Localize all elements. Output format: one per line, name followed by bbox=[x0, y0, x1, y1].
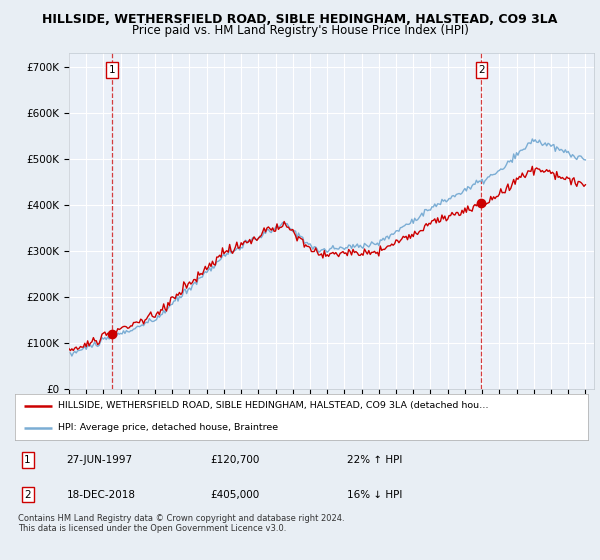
Text: 2: 2 bbox=[24, 490, 31, 500]
Text: £120,700: £120,700 bbox=[210, 455, 259, 465]
Text: 1: 1 bbox=[109, 65, 115, 75]
Text: 22% ↑ HPI: 22% ↑ HPI bbox=[347, 455, 403, 465]
Text: £405,000: £405,000 bbox=[210, 490, 259, 500]
Text: HILLSIDE, WETHERSFIELD ROAD, SIBLE HEDINGHAM, HALSTEAD, CO9 3LA (detached hou…: HILLSIDE, WETHERSFIELD ROAD, SIBLE HEDIN… bbox=[58, 401, 488, 410]
Text: HPI: Average price, detached house, Braintree: HPI: Average price, detached house, Brai… bbox=[58, 423, 278, 432]
Text: 18-DEC-2018: 18-DEC-2018 bbox=[67, 490, 136, 500]
Text: 27-JUN-1997: 27-JUN-1997 bbox=[67, 455, 133, 465]
Text: HILLSIDE, WETHERSFIELD ROAD, SIBLE HEDINGHAM, HALSTEAD, CO9 3LA: HILLSIDE, WETHERSFIELD ROAD, SIBLE HEDIN… bbox=[43, 13, 557, 26]
Text: 2: 2 bbox=[478, 65, 485, 75]
Text: Price paid vs. HM Land Registry's House Price Index (HPI): Price paid vs. HM Land Registry's House … bbox=[131, 24, 469, 37]
Text: 1: 1 bbox=[24, 455, 31, 465]
Text: 16% ↓ HPI: 16% ↓ HPI bbox=[347, 490, 403, 500]
Text: Contains HM Land Registry data © Crown copyright and database right 2024.
This d: Contains HM Land Registry data © Crown c… bbox=[18, 514, 344, 533]
